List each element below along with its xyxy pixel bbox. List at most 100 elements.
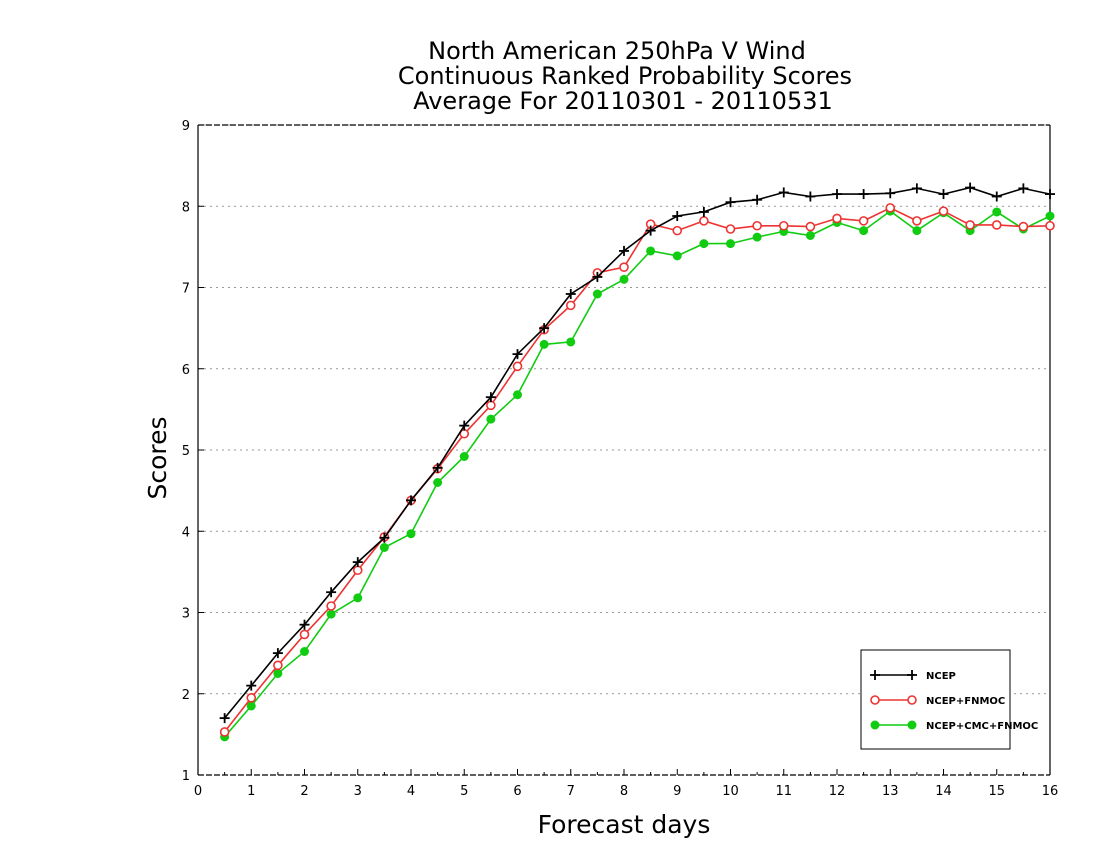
data-point xyxy=(565,289,576,299)
x-tick-label: 15 xyxy=(988,784,1005,799)
x-tick-label: 5 xyxy=(460,784,468,799)
gridlines xyxy=(198,124,1050,695)
legend-item: NCEP+CMC+FNMOC xyxy=(870,720,1038,732)
data-point xyxy=(778,187,789,198)
data-point xyxy=(432,462,443,473)
data-point xyxy=(752,194,763,205)
x-tick-label: 2 xyxy=(300,784,308,799)
data-point xyxy=(699,239,709,249)
data-point xyxy=(858,216,869,226)
data-point xyxy=(672,211,683,221)
legend-label: NCEP+FNMOC xyxy=(926,696,1005,707)
data-point xyxy=(1045,211,1055,221)
x-tick-label: 6 xyxy=(513,784,521,799)
y-tick-label: 5 xyxy=(182,444,190,459)
data-point xyxy=(219,727,230,737)
data-point xyxy=(832,189,842,200)
data-point xyxy=(752,232,762,242)
series-NCEP xyxy=(219,182,1055,724)
data-point xyxy=(698,206,709,217)
data-point xyxy=(539,323,550,334)
x-tick-label: 4 xyxy=(407,784,415,799)
data-point xyxy=(379,532,390,543)
data-point xyxy=(459,420,470,431)
data-point xyxy=(1045,189,1055,200)
x-tick-label: 1 xyxy=(247,784,255,799)
y-axis-label: Scores xyxy=(143,416,172,499)
x-tick-label: 9 xyxy=(673,784,681,799)
data-point xyxy=(1018,221,1029,232)
data-point xyxy=(486,414,496,424)
data-point xyxy=(725,197,736,208)
data-point xyxy=(272,648,283,659)
data-point xyxy=(379,543,389,552)
legend: NCEP NCEP+FNMOC NCEP+CMC+FNMOC xyxy=(860,649,1038,750)
data-point xyxy=(513,390,522,400)
x-axis-label: Forecast days xyxy=(538,810,711,839)
legend-marker xyxy=(870,695,880,705)
y-tick-label: 1 xyxy=(182,769,190,784)
x-tick-label: 0 xyxy=(194,784,202,799)
y-tick-label: 3 xyxy=(182,607,190,622)
legend-item: NCEP+FNMOC xyxy=(870,695,1005,707)
data-point xyxy=(885,203,896,213)
legend-marker xyxy=(870,720,880,730)
data-point xyxy=(885,188,896,199)
series-line xyxy=(223,210,1051,738)
legend-marker xyxy=(870,670,880,680)
data-point xyxy=(672,225,683,236)
data-point xyxy=(512,361,523,372)
data-point xyxy=(406,495,416,506)
legend-marker xyxy=(907,670,917,680)
data-point xyxy=(672,251,682,261)
data-point xyxy=(619,262,629,272)
data-point xyxy=(326,601,336,611)
y-tick-label: 9 xyxy=(182,119,190,134)
data-point xyxy=(645,225,656,236)
data-point xyxy=(299,629,310,640)
data-point xyxy=(912,216,922,226)
data-point xyxy=(300,647,309,656)
data-point xyxy=(512,349,523,360)
x-tick-label: 3 xyxy=(354,784,362,799)
data-point xyxy=(246,693,257,703)
data-point xyxy=(778,220,789,231)
data-point xyxy=(353,593,363,603)
data-point xyxy=(725,224,736,234)
data-point xyxy=(858,189,869,200)
title-line-1: North American 250hPa V Wind xyxy=(428,37,806,65)
data-point xyxy=(965,182,976,193)
data-point xyxy=(832,213,842,224)
x-tick-label: 13 xyxy=(882,784,899,799)
data-point xyxy=(911,183,922,194)
x-tick-label: 16 xyxy=(1042,784,1059,799)
y-tick-label: 4 xyxy=(182,525,190,540)
legend-item: NCEP xyxy=(870,670,956,682)
data-point xyxy=(991,220,1002,230)
data-point xyxy=(752,220,762,231)
y-axis: 1 2 3 4 5 6 7 8 9 xyxy=(182,119,204,784)
series-line xyxy=(223,207,1051,733)
data-point xyxy=(592,271,603,282)
data-point xyxy=(699,216,709,226)
legend-label: NCEP+CMC+FNMOC xyxy=(926,721,1038,732)
series-line xyxy=(223,186,1051,719)
title-line-3: Average For 20110301 - 20110531 xyxy=(413,87,833,115)
data-point xyxy=(246,680,257,691)
data-point xyxy=(991,191,1002,202)
data-point xyxy=(565,300,576,311)
data-point xyxy=(433,478,443,487)
data-point xyxy=(326,609,336,619)
data-point xyxy=(246,701,256,711)
x-tick-label: 14 xyxy=(935,784,952,799)
x-tick-label: 12 xyxy=(829,784,846,799)
data-point xyxy=(805,191,816,202)
y-tick-label: 7 xyxy=(182,282,190,297)
data-point xyxy=(406,529,416,539)
x-tick-label: 7 xyxy=(567,784,575,799)
y-tick-label: 2 xyxy=(182,688,190,703)
legend-label: NCEP xyxy=(926,671,956,682)
data-point xyxy=(938,189,949,200)
data-point xyxy=(219,713,230,724)
data-point xyxy=(592,289,602,299)
